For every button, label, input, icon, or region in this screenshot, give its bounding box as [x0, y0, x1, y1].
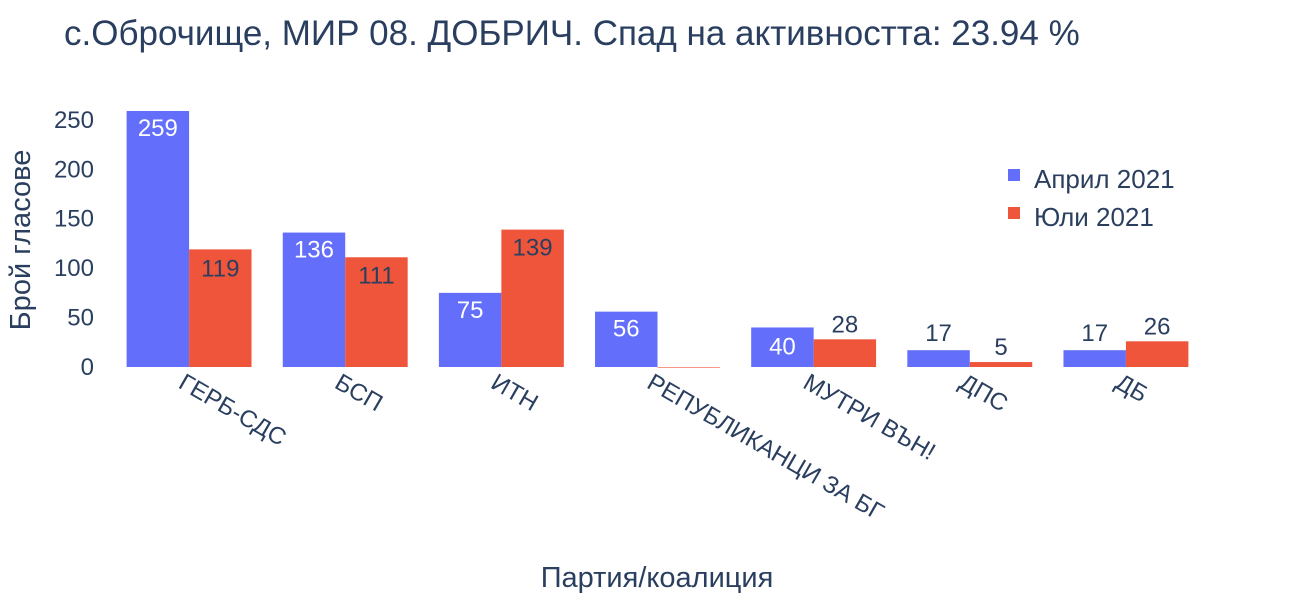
- y-tick-label: 0: [81, 354, 94, 381]
- bar[interactable]: [438, 292, 502, 367]
- legend-label[interactable]: Юли 2021: [1034, 202, 1154, 232]
- y-tick-label: 100: [54, 255, 94, 282]
- y-axis-title: Брой гласове: [5, 150, 37, 331]
- bar[interactable]: [907, 350, 970, 367]
- y-tick-label: 200: [54, 156, 94, 183]
- x-tick-label: МУТРИ ВЪН!: [799, 369, 940, 466]
- data-label: 259: [138, 115, 178, 142]
- legend[interactable]: Април 2021 Юли 2021: [1008, 164, 1175, 232]
- bar[interactable]: [345, 257, 408, 367]
- x-tick-label: ДБ: [1111, 369, 1152, 408]
- x-tick-label: ИТН: [486, 369, 542, 417]
- chart-title: с.Оброчище, МИР 08. ДОБРИЧ. Спад на акти…: [64, 14, 1080, 53]
- bar[interactable]: [657, 367, 720, 368]
- data-label: 40: [769, 333, 796, 360]
- data-label: 75: [457, 297, 484, 324]
- data-label: 26: [1144, 313, 1171, 340]
- legend-swatch[interactable]: [1008, 207, 1020, 219]
- y-axis-ticks: 0 50 100 150 200 250: [54, 107, 94, 381]
- y-tick-label: 50: [67, 305, 94, 332]
- legend-swatch[interactable]: [1008, 169, 1020, 181]
- data-label: 17: [925, 320, 952, 347]
- data-label: 139: [513, 235, 553, 262]
- data-label: 28: [832, 311, 859, 338]
- x-tick-label: ГЕРБ-СДС: [174, 369, 291, 452]
- bar[interactable]: [189, 249, 252, 367]
- bar[interactable]: [595, 311, 658, 367]
- data-label: 119: [201, 255, 239, 282]
- bar[interactable]: [751, 327, 814, 367]
- bar[interactable]: [501, 229, 564, 367]
- data-labels-layer: 259 136 75 56 40 17 17 119 111 139 28 5 26: [138, 115, 1171, 361]
- data-label: 136: [294, 237, 334, 264]
- legend-label[interactable]: Април 2021: [1034, 164, 1175, 194]
- x-tick-label: ДПС: [955, 369, 1013, 418]
- data-label: 111: [358, 262, 394, 289]
- data-label: 5: [994, 334, 1007, 361]
- x-axis-title: Партия/коалиция: [541, 562, 774, 594]
- bar[interactable]: [1063, 350, 1126, 367]
- y-tick-label: 150: [54, 206, 94, 233]
- data-label: 17: [1081, 320, 1108, 347]
- bar[interactable]: [1125, 341, 1189, 367]
- y-tick-label: 250: [54, 107, 94, 134]
- data-label: 56: [613, 316, 640, 343]
- x-tick-label: БСП: [330, 369, 387, 417]
- bar[interactable]: [282, 232, 346, 367]
- bar[interactable]: [126, 110, 190, 367]
- bars-layer: [126, 110, 1189, 368]
- bar[interactable]: [813, 339, 877, 367]
- bar[interactable]: [969, 362, 1033, 367]
